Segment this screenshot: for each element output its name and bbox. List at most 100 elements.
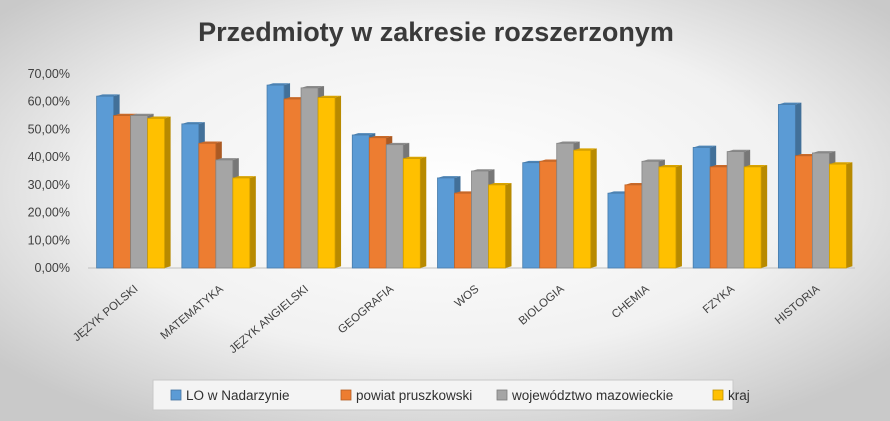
bar-front: [658, 166, 677, 269]
bar-front: [368, 137, 387, 269]
bar-top: [693, 145, 717, 148]
bar-top: [658, 165, 682, 167]
bar-front: [437, 177, 455, 269]
bar-front: [351, 134, 370, 269]
bar: [147, 116, 171, 269]
bar-front: [283, 98, 302, 269]
bar-top: [147, 116, 171, 119]
bar-front: [385, 144, 404, 269]
legend-swatch: [340, 389, 352, 401]
bar-front: [522, 162, 541, 269]
bar-top: [727, 149, 751, 152]
bar-front: [181, 123, 200, 269]
bar: [743, 165, 768, 269]
bar-front: [726, 151, 745, 269]
bar-top: [301, 86, 325, 88]
bar-top: [267, 83, 291, 86]
bar-side: [675, 165, 682, 268]
legend-swatch: [712, 389, 724, 401]
bar-front: [777, 104, 796, 269]
legend-item: kraj: [712, 388, 750, 403]
bar-front: [266, 84, 285, 269]
bar-top: [403, 156, 427, 159]
bar-front: [147, 117, 166, 269]
bar-front: [96, 95, 115, 269]
bar-front: [743, 166, 762, 269]
bar-top: [488, 183, 512, 185]
y-tick-label: 60,00%: [28, 95, 70, 109]
bar-top: [181, 122, 205, 124]
bar-side: [505, 183, 512, 268]
bar-top: [556, 141, 580, 144]
bar-top: [130, 113, 154, 116]
bar-top: [113, 113, 137, 116]
bar-front: [556, 142, 575, 269]
bar-top: [369, 135, 393, 138]
bar-front: [488, 184, 506, 269]
legend-box: [152, 379, 734, 411]
bar-top: [778, 102, 802, 105]
bar-side: [335, 95, 342, 268]
bar-front: [624, 184, 643, 269]
y-tick-label: 70,00%: [28, 67, 70, 81]
bar-front: [539, 160, 558, 269]
bar-side: [420, 156, 427, 268]
y-tick-label: 10,00%: [28, 233, 70, 247]
bar-front: [692, 147, 711, 269]
bar-top: [96, 94, 120, 97]
bar: [232, 176, 256, 269]
y-tick-label: 0,00%: [35, 261, 70, 275]
bar-top: [829, 162, 853, 165]
legend-item: LO w Nadarzynie: [170, 388, 290, 403]
legend-label: kraj: [728, 388, 750, 403]
bar-front: [232, 177, 251, 269]
bar-front: [113, 115, 132, 269]
bar-side: [761, 165, 768, 268]
bar-front: [573, 149, 592, 269]
bars-group: [96, 83, 853, 269]
legend-label: powiat pruszkowski: [356, 388, 472, 403]
legend-swatch: [496, 389, 508, 401]
y-tick-label: 40,00%: [28, 150, 70, 164]
bar-front: [198, 142, 217, 269]
bar-side: [846, 162, 853, 268]
bar-top: [352, 133, 376, 135]
bar-front: [709, 166, 728, 269]
bar-front: [607, 192, 626, 269]
bar: [828, 162, 853, 269]
bar-front: [130, 115, 149, 269]
bar-front: [471, 170, 489, 269]
bar-top: [232, 176, 256, 178]
bar-top: [471, 169, 495, 171]
bar-top: [812, 151, 836, 153]
bar-front: [300, 87, 319, 269]
legend-label: LO w Nadarzynie: [186, 388, 290, 403]
bar-top: [641, 159, 665, 162]
bar-top: [215, 158, 239, 160]
legend-item: powiat pruszkowski: [340, 388, 472, 403]
bar-front: [317, 97, 336, 269]
y-tick-label: 50,00%: [28, 122, 70, 136]
bar: [658, 165, 682, 269]
bar-top: [573, 148, 597, 151]
bar-front: [402, 158, 421, 269]
bar-side: [164, 116, 171, 269]
bar-front: [454, 192, 472, 269]
legend: LO w Nadarzynie powiat pruszkowski wojewód…: [152, 379, 750, 411]
legend-swatch: [170, 389, 182, 401]
bar-front: [215, 159, 234, 269]
legend-label: województwo mazowieckie: [511, 388, 673, 403]
legend-item: województwo mazowieckie: [496, 388, 673, 403]
bar-top: [744, 165, 768, 167]
bar: [317, 95, 342, 269]
chart-title: Przedmioty w zakresie rozszerzonym: [198, 17, 674, 47]
bar: [488, 183, 512, 269]
bar-top: [437, 176, 461, 178]
bar-top: [198, 141, 222, 144]
bar-top: [386, 142, 410, 145]
bar-front: [828, 163, 847, 269]
y-tick-label: 20,00%: [28, 206, 70, 220]
bar-front: [641, 160, 660, 269]
